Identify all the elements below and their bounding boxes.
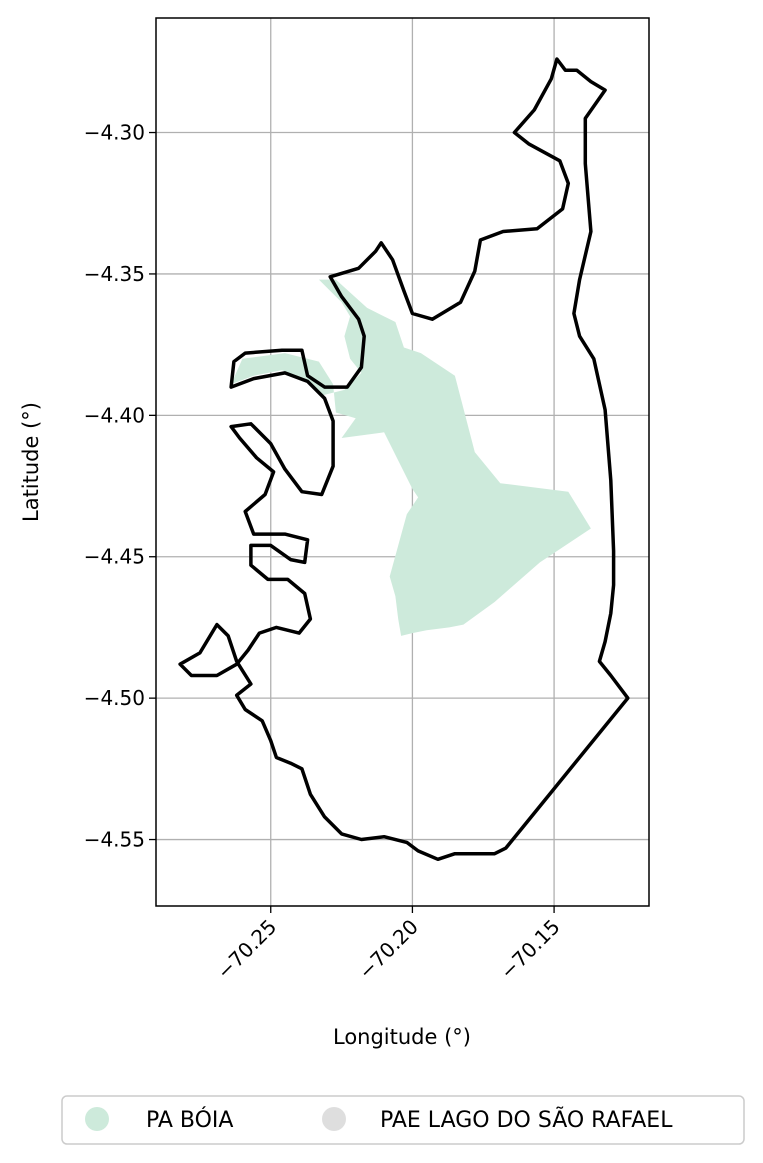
x-axis-title: Longitude (°)	[333, 1025, 471, 1049]
map-layers	[178, 57, 630, 862]
y-tick-label: −4.50	[84, 686, 145, 710]
legend-swatch-pae-lago	[322, 1107, 346, 1131]
y-tick-label: −4.30	[84, 121, 145, 145]
pa-boia-area	[231, 279, 591, 636]
pae-lago-do-sao-rafael-boundary	[178, 57, 630, 862]
y-tick-label: −4.45	[84, 545, 145, 569]
x-tick-label: −70.15	[495, 915, 564, 984]
y-tick-label: −4.55	[84, 828, 145, 852]
x-tick-label: −70.25	[212, 915, 281, 984]
legend-label-pae-lago: PAE LAGO DO SÃO RAFAEL	[380, 1106, 673, 1133]
legend: PA BÓIA PAE LAGO DO SÃO RAFAEL	[61, 1095, 745, 1145]
y-tick-label: −4.40	[84, 403, 145, 427]
x-tick-label: −70.20	[354, 915, 423, 984]
y-axis-title: Latitude (°)	[19, 402, 43, 522]
y-tick-label: −4.35	[84, 262, 145, 286]
plot-frame	[155, 17, 650, 907]
legend-swatch-pa-boia	[85, 1107, 109, 1131]
legend-frame	[61, 1095, 745, 1145]
legend-label-pa-boia: PA BÓIA	[146, 1107, 233, 1133]
